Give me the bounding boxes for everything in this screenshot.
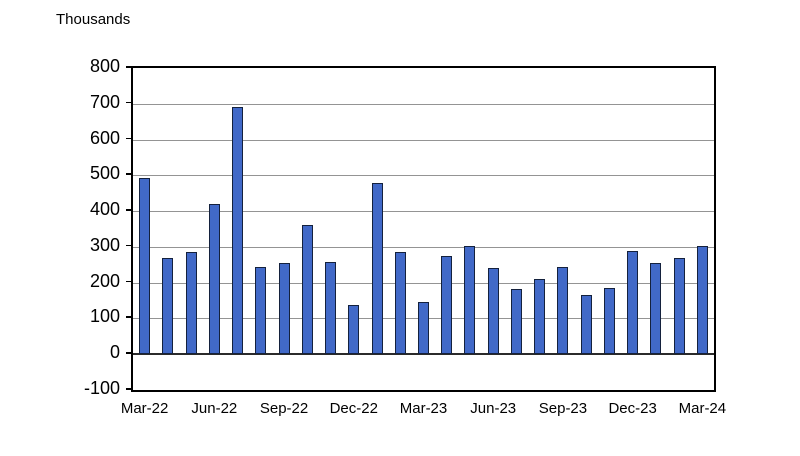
x-tick-label: Mar-24 <box>678 400 727 417</box>
x-tick-label: Dec-23 <box>608 400 657 417</box>
y-tick-label: 0 <box>109 342 120 363</box>
y-tick-mark <box>126 173 131 175</box>
gridline <box>133 175 714 177</box>
gridline <box>133 246 714 248</box>
y-tick-label: 100 <box>89 306 120 327</box>
gridline <box>133 103 714 105</box>
x-tick-label: Sep-23 <box>538 400 588 417</box>
y-tick-mark <box>126 66 131 68</box>
bar-jul-23 <box>510 288 522 355</box>
x-tick-label: Jun-22 <box>191 400 238 417</box>
y-tick-mark <box>126 280 131 283</box>
x-tick-label: Jun-23 <box>470 400 517 417</box>
y-tick-mark <box>126 316 131 318</box>
bar-oct-23 <box>580 295 592 355</box>
y-axis-unit-label: Thousands <box>56 11 131 28</box>
bar-feb-23 <box>394 251 406 355</box>
y-tick-label: 300 <box>89 234 120 255</box>
bar-apr-23 <box>441 255 453 355</box>
plot-area <box>131 66 716 392</box>
y-tick-label: -100 <box>83 378 120 398</box>
y-tick-label: 200 <box>89 270 120 291</box>
bar-dec-23 <box>627 250 639 355</box>
bar-mar-23 <box>418 302 429 355</box>
bar-aug-23 <box>534 279 546 355</box>
gridline <box>133 211 714 213</box>
gridline <box>133 139 714 141</box>
y-tick-label: 700 <box>89 91 120 112</box>
bar-may-23 <box>464 246 476 355</box>
bar-jul-22 <box>232 107 244 355</box>
y-tick-label: 600 <box>89 127 120 148</box>
y-tick-mark <box>126 388 131 390</box>
y-tick-mark <box>126 209 131 211</box>
y-tick-mark <box>126 244 131 247</box>
bar-nov-23 <box>603 288 615 355</box>
bar-sep-23 <box>557 266 569 355</box>
bar-jun-22 <box>208 203 220 355</box>
bar-jun-23 <box>487 268 499 355</box>
bar-jan-24 <box>650 263 662 355</box>
bar-sep-22 <box>278 263 290 355</box>
y-tick-mark <box>126 137 131 140</box>
x-tick-label: Mar-22 <box>120 400 169 417</box>
bar-nov-22 <box>325 262 337 355</box>
bar-feb-24 <box>673 258 685 355</box>
bar-mar-22 <box>139 177 151 355</box>
y-tick-label: 400 <box>89 199 120 220</box>
bar-apr-22 <box>162 257 174 355</box>
bar-dec-22 <box>348 305 360 355</box>
gridline <box>133 282 714 284</box>
x-tick-label: Sep-22 <box>259 400 309 417</box>
bar-may-22 <box>185 252 197 355</box>
y-tick-mark <box>126 101 131 104</box>
bar-oct-22 <box>301 225 313 355</box>
y-tick-label: 800 <box>89 56 120 76</box>
bar-aug-22 <box>255 267 267 355</box>
y-tick-label: 500 <box>89 163 120 184</box>
x-tick-label: Mar-23 <box>399 400 448 417</box>
x-tick-label: Dec-22 <box>329 400 378 417</box>
bar-jan-23 <box>371 182 383 355</box>
y-tick-mark <box>126 352 131 354</box>
bar-mar-24 <box>696 245 708 355</box>
